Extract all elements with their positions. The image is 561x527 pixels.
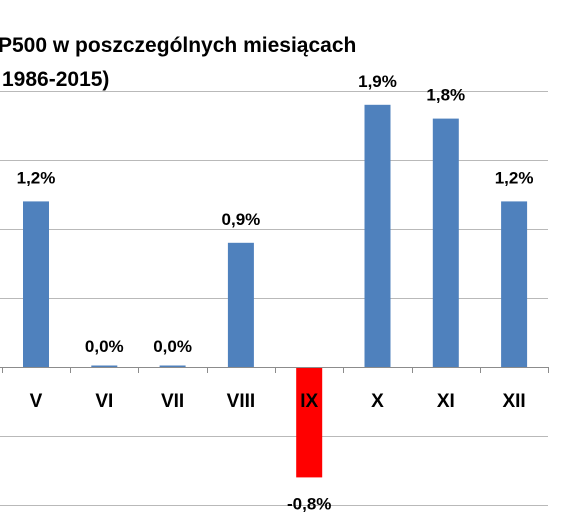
data-label-VIII: 0,9% <box>222 210 261 229</box>
gridlines <box>0 91 548 506</box>
data-label-V: 1,2% <box>17 168 56 187</box>
bar-IX <box>296 367 323 478</box>
data-label-XII: 1,2% <box>495 168 534 187</box>
chart-title: P500 w poszczególnych miesiącach <box>0 34 356 57</box>
data-label-VII: 0,0% <box>153 337 192 356</box>
category-label-V: V <box>30 391 43 412</box>
data-label-VI: 0,0% <box>85 337 124 356</box>
category-label-XI: XI <box>437 391 455 412</box>
data-label-XI: 1,8% <box>426 86 465 105</box>
x-axis <box>0 367 549 373</box>
bar-VII <box>159 365 186 367</box>
bar-V <box>23 201 49 367</box>
category-label-VI: VI <box>95 391 113 412</box>
bar-VIII <box>227 242 254 367</box>
category-label-X: X <box>371 391 384 412</box>
chart-subtitle: 1986-2015) <box>2 68 109 91</box>
bar-XII <box>501 201 528 367</box>
bar-X <box>364 104 391 368</box>
data-label-IX: -0,8% <box>287 494 331 513</box>
bar-XI <box>432 118 459 367</box>
category-labels: V VI VII VIII IX X XI XII <box>30 391 526 412</box>
bars <box>23 104 528 478</box>
category-label-VII: VII <box>161 391 184 412</box>
category-label-VIII: VIII <box>227 391 256 412</box>
bar-VI <box>91 365 118 367</box>
data-label-X: 1,9% <box>358 72 397 91</box>
data-labels: 1,2% 0,0% 0,0% 0,9% -0,8% 1,9% 1,8% 1,2% <box>17 72 534 514</box>
category-label-XII: XII <box>502 391 525 412</box>
category-label-IX: IX <box>300 391 318 412</box>
